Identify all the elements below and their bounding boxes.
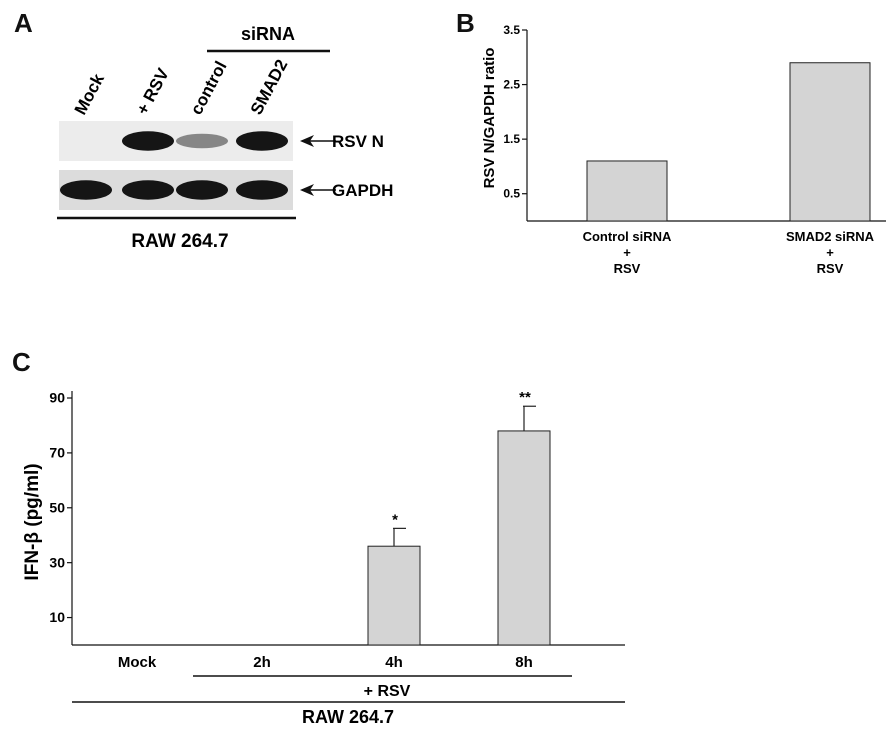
band <box>122 131 174 151</box>
y-tick-label: 10 <box>49 609 65 625</box>
band <box>122 180 174 200</box>
bar <box>367 545 421 646</box>
y-tick-label: 1.5 <box>503 132 520 146</box>
chart-c-x-labels: Mock 2h 4h 8h <box>118 654 533 671</box>
x-category-label: RSV <box>614 261 641 276</box>
x-category-label: RSV <box>817 261 844 276</box>
significance-mark: * <box>392 511 398 528</box>
chart-c-cell-line-label: RAW 264.7 <box>302 707 394 727</box>
chart-b-bars <box>586 62 871 222</box>
x-category-label: 2h <box>253 654 271 671</box>
x-category-label: + <box>623 245 631 260</box>
rsv-treatment-label: + RSV <box>364 683 411 700</box>
lane-label: + RSV <box>133 65 173 118</box>
panel-letter-b: B <box>456 8 475 38</box>
bar <box>586 160 668 222</box>
lane-labels: Mock + RSV control SMAD2 <box>71 56 292 117</box>
y-tick-label: 0.5 <box>503 187 520 201</box>
bands <box>60 131 288 200</box>
band <box>176 180 228 200</box>
chart-c-ylabel: IFN-β (pg/ml) <box>22 463 43 580</box>
panel-letter-c: C <box>12 347 31 377</box>
band-arrow-head <box>300 184 314 196</box>
x-category-label: 4h <box>385 654 403 671</box>
y-tick-label: 70 <box>49 445 65 461</box>
y-tick-label: 50 <box>49 499 65 515</box>
chart-c-y-ticks: 10 30 50 70 90 <box>49 390 72 625</box>
bar <box>497 430 551 646</box>
chart-b: RSV N/GAPDH ratio 0.5 1.5 2.5 3.5 Control s… <box>481 23 886 276</box>
band-label: GAPDH <box>332 181 393 200</box>
band <box>236 180 288 200</box>
band-label: RSV N <box>332 132 384 151</box>
sirna-group-label: siRNA <box>241 24 295 44</box>
y-tick-label: 2.5 <box>503 78 520 92</box>
x-category-label: 8h <box>515 654 533 671</box>
chart-b-ylabel: RSV N/GAPDH ratio <box>481 48 498 189</box>
western-blot-panel: siRNA Mock + RSV control SMAD2 RSV N GAPDH R… <box>57 24 393 252</box>
band <box>236 131 288 151</box>
significance-mark: ** <box>519 389 531 406</box>
x-category-label: + <box>826 245 834 260</box>
band-arrow-head <box>300 135 314 147</box>
chart-c-bars: *** <box>367 389 551 646</box>
y-tick-label: 90 <box>49 390 65 406</box>
y-tick-label: 3.5 <box>503 23 520 37</box>
x-category-label: SMAD2 siRNA <box>786 229 875 244</box>
chart-b-y-ticks: 0.5 1.5 2.5 3.5 <box>503 23 527 201</box>
y-tick-label: 30 <box>49 554 65 570</box>
lane-label: Mock <box>71 70 108 118</box>
band-labels: RSV N GAPDH <box>300 132 393 200</box>
panel-letter-a: A <box>14 8 33 38</box>
band <box>60 180 112 200</box>
bar <box>789 62 871 222</box>
x-category-label: Mock <box>118 654 157 671</box>
x-category-label: Control siRNA <box>583 229 672 244</box>
blot-cell-line-label: RAW 264.7 <box>131 231 228 252</box>
lane-label: SMAD2 <box>247 56 292 117</box>
band <box>176 133 228 149</box>
lane-label: control <box>187 58 231 118</box>
